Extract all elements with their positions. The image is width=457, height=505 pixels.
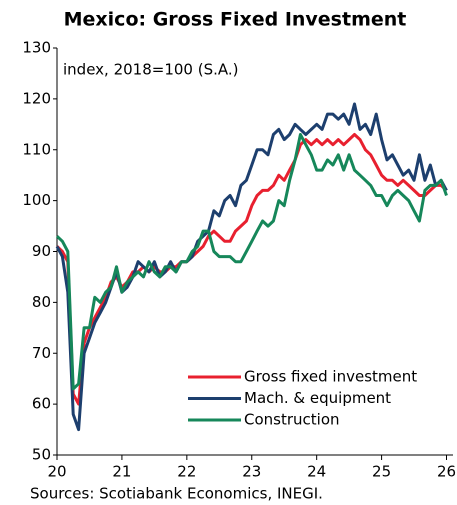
x-tick-label: 25 <box>372 463 391 481</box>
y-tick-label: 50 <box>32 446 51 464</box>
y-tick-label: 120 <box>22 89 51 107</box>
chart-title: Mexico: Gross Fixed Investment <box>64 9 407 31</box>
annotation: index, 2018=100 (S.A.) <box>63 61 238 79</box>
source: Sources: Scotiabank Economics, INEGI. <box>30 485 323 503</box>
legend-label: Gross fixed investment <box>244 368 417 386</box>
legend-label: Mach. & equipment <box>244 389 391 407</box>
x-tick-label: 21 <box>112 463 131 481</box>
y-tick-label: 90 <box>32 242 51 260</box>
y-tick-label: 60 <box>32 395 51 413</box>
y-tick-label: 130 <box>22 39 51 57</box>
x-tick-label: 20 <box>47 463 66 481</box>
legend-label: Construction <box>244 411 340 429</box>
y-tick-label: 80 <box>32 293 51 311</box>
y-tick-label: 100 <box>22 191 51 209</box>
x-tick-label: 22 <box>177 463 196 481</box>
x-tick-label: 24 <box>307 463 326 481</box>
x-tick-label: 23 <box>242 463 261 481</box>
y-tick-label: 70 <box>32 344 51 362</box>
x-tick-label: 26 <box>437 463 456 481</box>
y-tick-label: 110 <box>22 140 51 158</box>
series-line <box>55 133 448 391</box>
